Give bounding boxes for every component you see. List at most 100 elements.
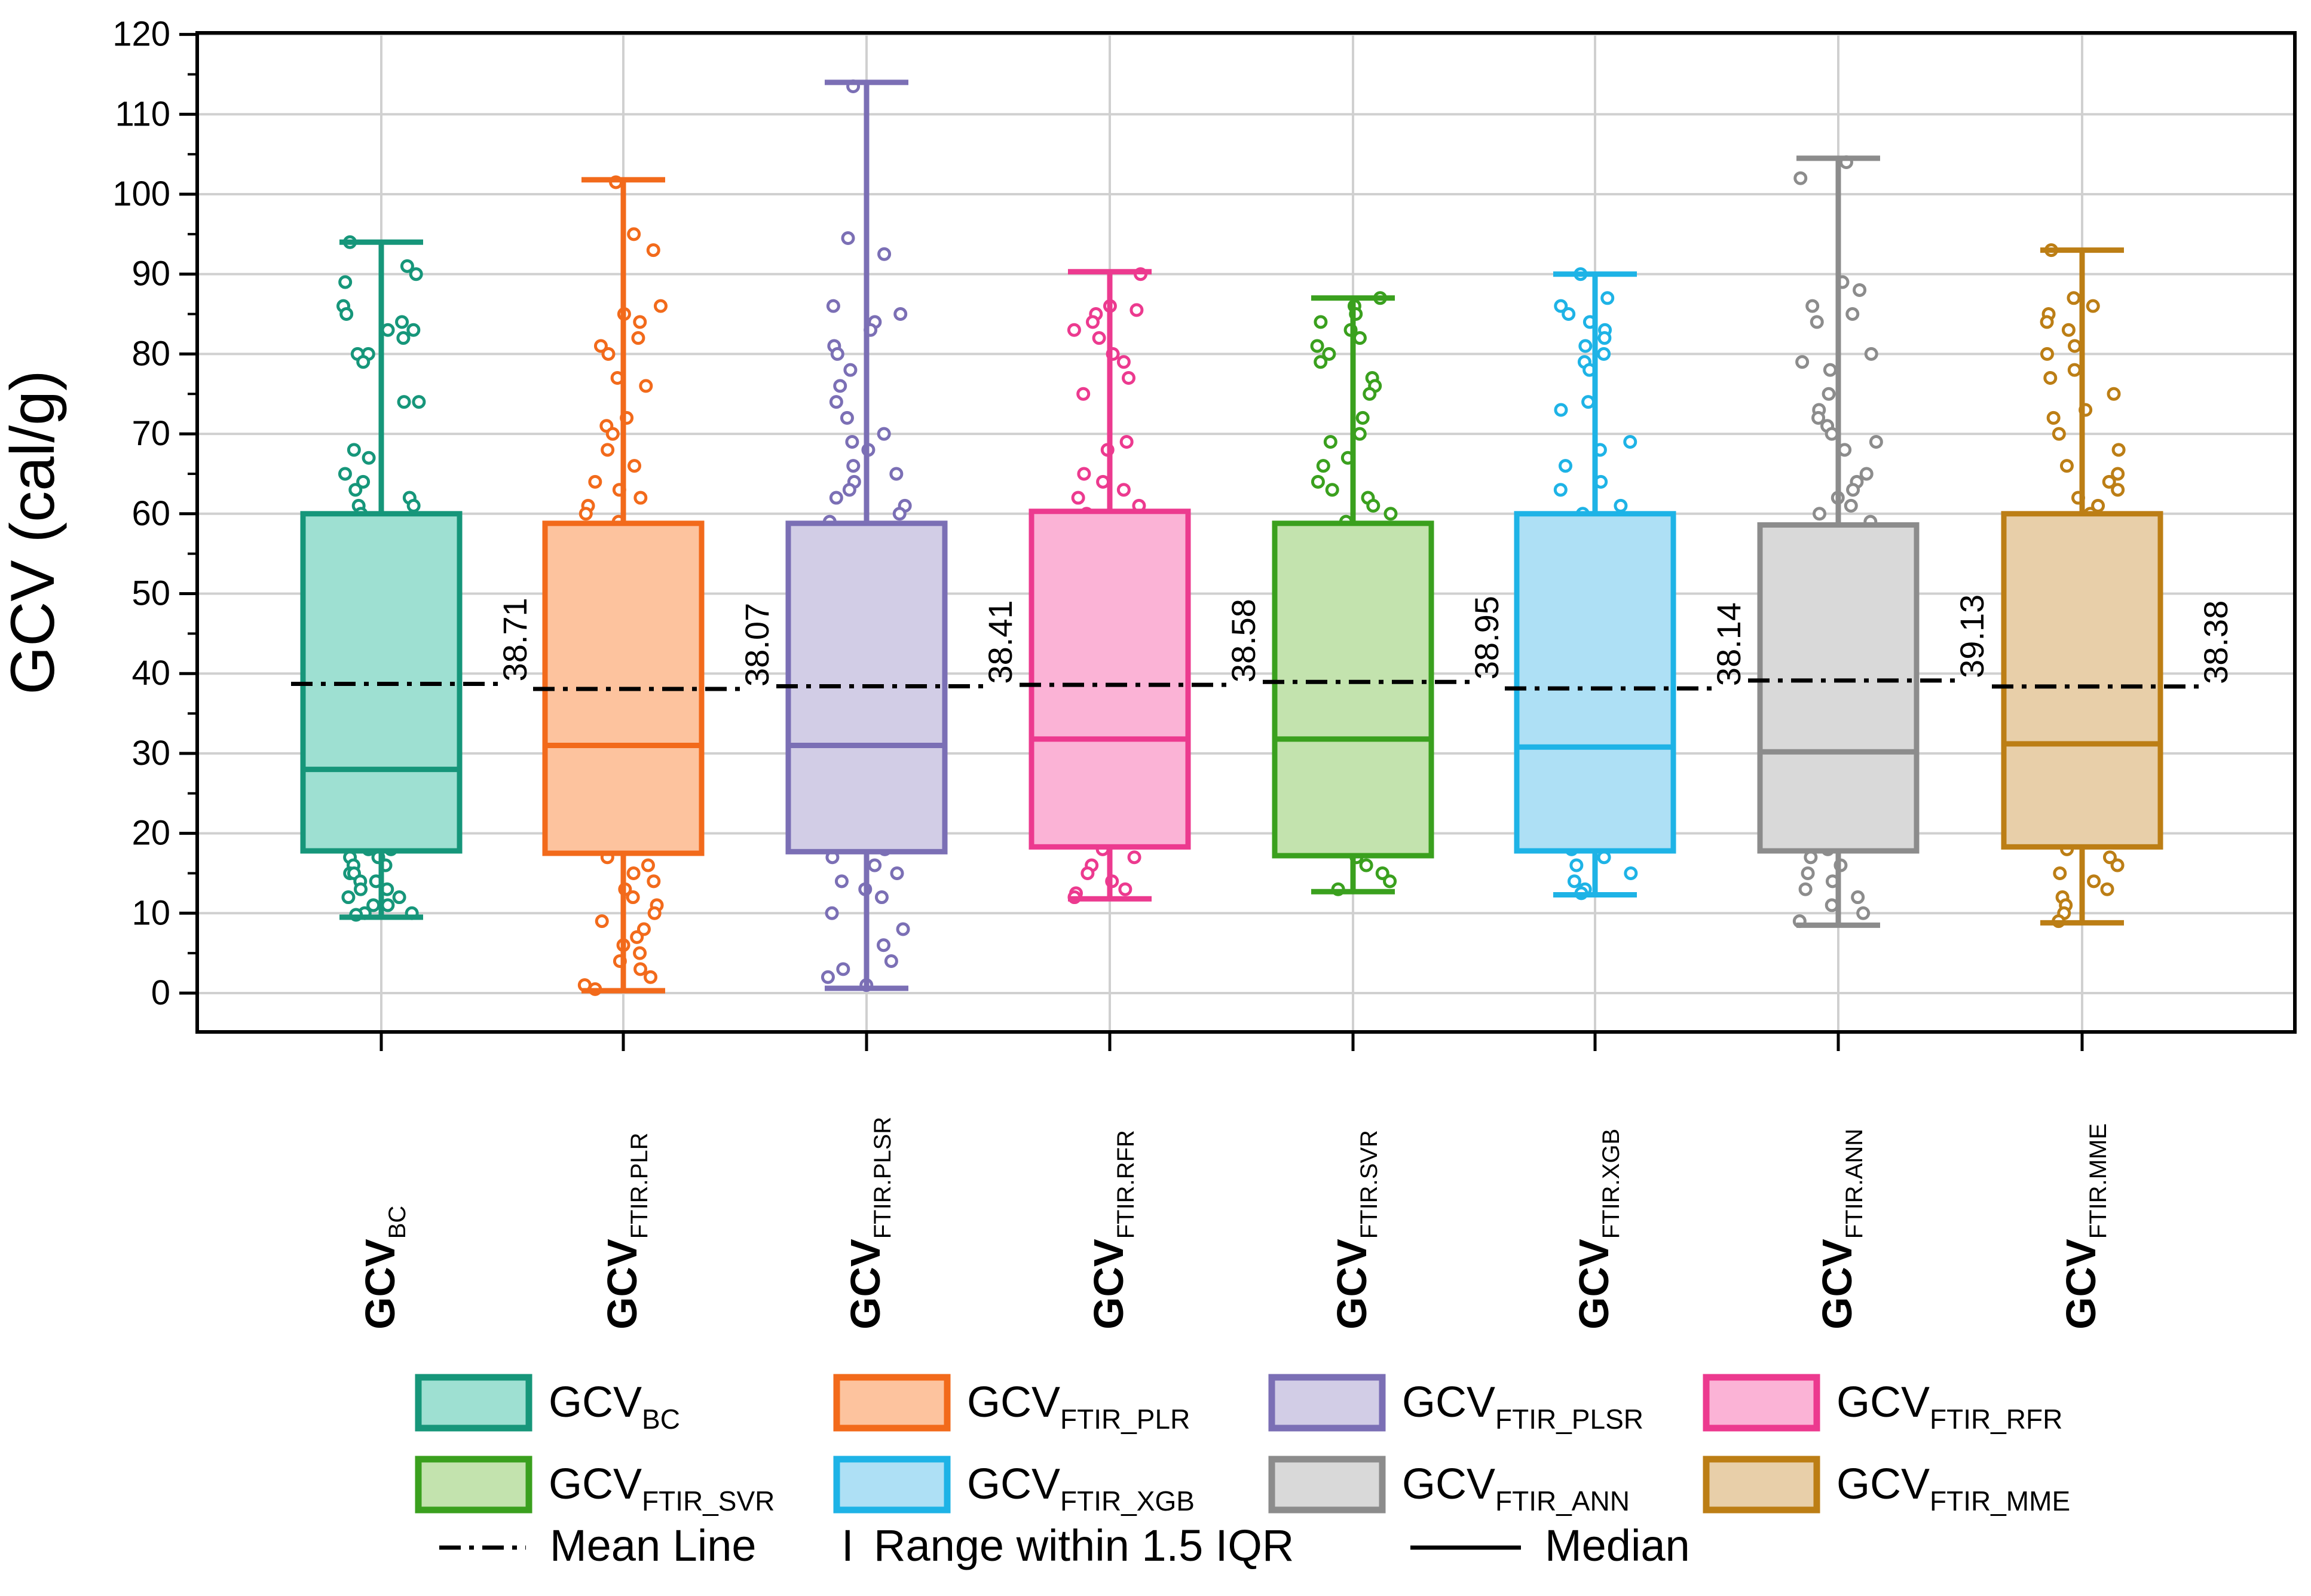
legend-label: GCVFTIR_PLR	[967, 1378, 1190, 1435]
boxes	[300, 79, 2163, 994]
data-point	[392, 890, 406, 905]
mean-value-label: 38.41	[981, 600, 1019, 684]
data-point	[1554, 299, 1568, 313]
x-tick-label-rfr: GCVFTIR.RFR	[1085, 1130, 1139, 1330]
data-point	[1801, 866, 1815, 880]
data-point	[1310, 339, 1324, 353]
box-plsr	[785, 79, 948, 991]
data-point	[1323, 434, 1337, 449]
data-point	[627, 227, 641, 241]
data-point	[1822, 387, 1836, 401]
x-tick-label-plr: GCVFTIR.PLR	[599, 1133, 653, 1330]
mean-value-label: 38.58	[1225, 599, 1262, 682]
data-point	[1118, 882, 1132, 896]
data-point	[644, 970, 658, 984]
data-point	[834, 874, 849, 889]
mean-value-label: 38.14	[1710, 602, 1747, 686]
data-point	[1355, 411, 1370, 425]
axes: 0 10 20 30 40 50 60 70 80 90 100 110 120	[112, 15, 2084, 1051]
legend-label-base: GCV	[549, 1378, 642, 1426]
data-point	[395, 315, 409, 329]
data-point	[1844, 498, 1858, 513]
legend-swatch	[1703, 1374, 1820, 1432]
legend-label: GCVFTIR_PLSR	[1402, 1378, 1643, 1435]
x-tick-label-svr: GCVFTIR.SVR	[1329, 1130, 1382, 1330]
data-point	[1359, 858, 1373, 872]
legend-range-symbol: I	[841, 1521, 854, 1570]
plot-frame	[195, 31, 2297, 1034]
legend-swatch	[1703, 1456, 1820, 1514]
label-base: GCV	[842, 1239, 889, 1330]
data-point	[877, 427, 891, 441]
box-bc	[300, 239, 463, 920]
legend-label-base: GCV	[1836, 1378, 1930, 1426]
legend-label-base: GCV	[1836, 1460, 1930, 1508]
data-point	[1067, 323, 1081, 337]
data-point	[381, 323, 395, 337]
data-point	[830, 347, 844, 361]
data-point	[845, 434, 859, 449]
data-point	[1859, 467, 1874, 481]
data-point	[2107, 387, 2121, 401]
data-point	[1366, 498, 1381, 513]
data-point	[1558, 459, 1572, 473]
data-point	[1363, 387, 1377, 401]
data-point	[1314, 355, 1328, 369]
x-tick-label-xgb: GCVFTIR.XGB	[1571, 1129, 1624, 1330]
data-point	[338, 467, 352, 481]
data-point	[1314, 315, 1328, 329]
data-point	[876, 938, 890, 952]
data-point	[593, 339, 608, 353]
data-point	[1624, 866, 1638, 880]
legend-label-sub: BC	[642, 1404, 680, 1435]
data-point	[347, 443, 361, 457]
data-point	[605, 427, 620, 441]
y-tick-label: 80	[131, 334, 170, 373]
legend-swatch	[415, 1374, 532, 1432]
data-point	[2059, 459, 2074, 473]
data-point	[829, 491, 843, 505]
data-point	[1375, 866, 1389, 880]
data-point	[633, 491, 648, 505]
data-point	[2040, 347, 2054, 361]
x-tick-label-ann: GCVFTIR.ANN	[1814, 1129, 1868, 1330]
label-base: GCV	[1814, 1239, 1860, 1330]
data-point	[2067, 363, 2082, 377]
data-point	[821, 970, 835, 984]
label-base: GCV	[1085, 1239, 1132, 1330]
data-point	[1793, 171, 1808, 185]
data-point	[1623, 434, 1637, 449]
data-point	[1092, 331, 1106, 345]
box-rfr	[1029, 269, 1191, 902]
label-sub: FTIR.RFR	[1113, 1130, 1139, 1239]
data-point	[354, 882, 368, 896]
y-axis-label: GCV (cal/g)	[0, 370, 68, 694]
data-point	[1795, 355, 1810, 369]
legend: GCVBC GCVFTIR_PLR GCVFTIR_PLSR GCVFTIR_RFRG…	[415, 1374, 2070, 1570]
data-point	[877, 247, 892, 261]
data-point	[1122, 371, 1136, 385]
data-point	[1614, 498, 1628, 513]
data-point	[1853, 283, 1867, 297]
iqr-box	[1272, 520, 1434, 859]
legend-label-base: GCV	[1402, 1378, 1495, 1426]
data-point	[646, 243, 660, 258]
legend-label-base: GCV	[549, 1460, 642, 1508]
data-point	[1813, 507, 1827, 521]
legend-label: GCVFTIR_ANN	[1402, 1460, 1630, 1517]
data-point	[1562, 307, 1576, 321]
data-point	[348, 483, 363, 497]
data-point	[362, 451, 376, 465]
legend-item-bc: GCVBC	[415, 1374, 680, 1435]
y-tick-label: 120	[112, 15, 170, 54]
data-point	[1581, 395, 1596, 409]
data-point	[341, 890, 356, 905]
grid-lines	[197, 33, 2295, 1032]
data-point	[2110, 858, 2125, 872]
legend-item-range: I Range within 1.5 IQR	[841, 1521, 1294, 1570]
data-point	[2068, 339, 2082, 353]
data-point	[1597, 331, 1612, 345]
data-point	[1311, 474, 1325, 489]
data-point	[633, 946, 647, 960]
